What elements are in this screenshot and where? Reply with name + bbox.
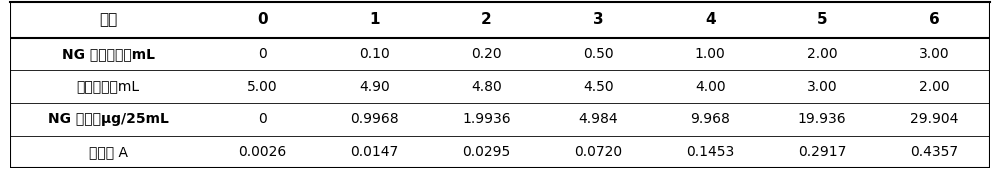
Text: 0.0720: 0.0720	[574, 145, 622, 159]
Text: 0.20: 0.20	[471, 47, 502, 61]
Text: 0: 0	[258, 112, 267, 126]
Text: 4.00: 4.00	[695, 80, 725, 94]
Text: NG 含量，μg/25mL: NG 含量，μg/25mL	[48, 112, 169, 126]
Text: 5.00: 5.00	[247, 80, 278, 94]
Text: 4: 4	[705, 12, 715, 27]
Text: 0.0147: 0.0147	[350, 145, 398, 159]
Text: 0: 0	[258, 47, 267, 61]
Text: 1.00: 1.00	[695, 47, 726, 61]
Text: 0.9968: 0.9968	[350, 112, 399, 126]
Text: 1.9936: 1.9936	[462, 112, 511, 126]
Text: 1: 1	[369, 12, 380, 27]
Text: 3.00: 3.00	[807, 80, 837, 94]
Text: 9.968: 9.968	[690, 112, 730, 126]
Text: 0.4357: 0.4357	[910, 145, 958, 159]
Text: 无水乙醇，mL: 无水乙醇，mL	[77, 80, 140, 94]
Text: 2: 2	[481, 12, 492, 27]
Text: 2.00: 2.00	[807, 47, 837, 61]
Text: 4.80: 4.80	[471, 80, 502, 94]
Text: NG 标准溶液，mL: NG 标准溶液，mL	[62, 47, 155, 61]
Text: 3: 3	[593, 12, 604, 27]
Text: 0.10: 0.10	[359, 47, 390, 61]
Text: 6: 6	[929, 12, 939, 27]
Text: 4.90: 4.90	[359, 80, 390, 94]
Text: 0.1453: 0.1453	[686, 145, 734, 159]
Text: 19.936: 19.936	[798, 112, 846, 126]
Text: 2.00: 2.00	[919, 80, 949, 94]
Text: 序号: 序号	[99, 12, 117, 27]
Text: 4.50: 4.50	[583, 80, 614, 94]
Text: 0.50: 0.50	[583, 47, 614, 61]
Text: 4.984: 4.984	[578, 112, 618, 126]
Text: 0.2917: 0.2917	[798, 145, 846, 159]
Text: 3.00: 3.00	[919, 47, 949, 61]
Text: 29.904: 29.904	[910, 112, 958, 126]
Text: 吸光度 A: 吸光度 A	[89, 145, 128, 159]
Text: 5: 5	[817, 12, 827, 27]
Text: 0.0295: 0.0295	[462, 145, 510, 159]
Text: 0: 0	[257, 12, 268, 27]
Text: 0.0026: 0.0026	[238, 145, 286, 159]
